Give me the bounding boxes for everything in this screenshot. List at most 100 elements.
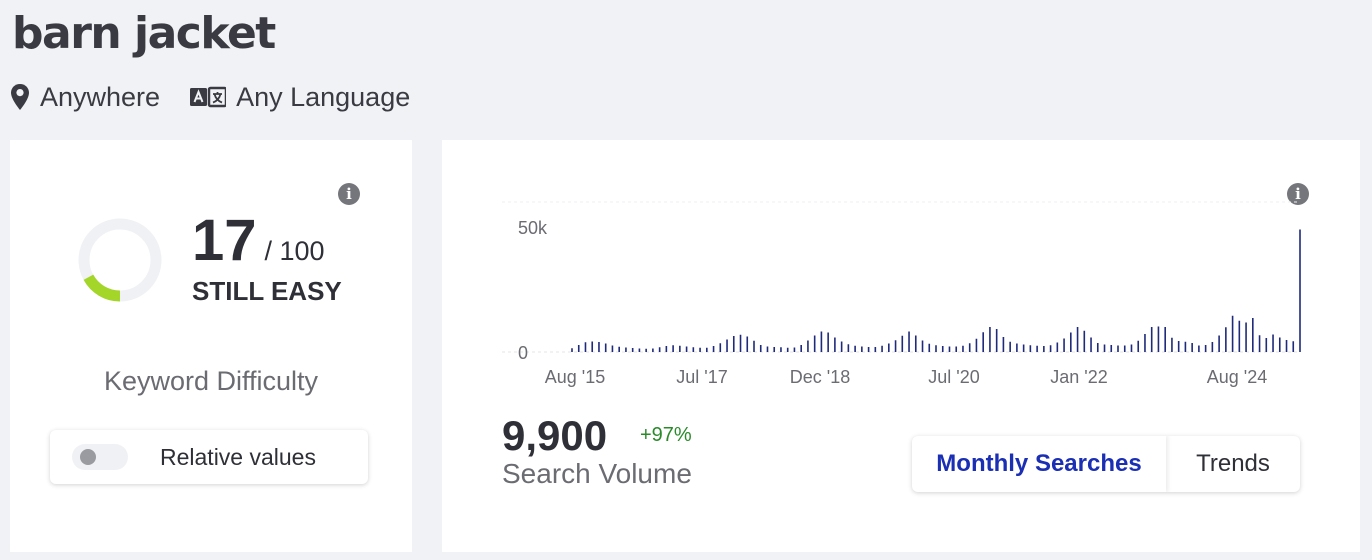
chart-bar[interactable] [820,331,823,353]
chart-bar[interactable] [631,348,634,352]
chart-bar[interactable] [591,341,594,353]
chart-bar[interactable] [989,327,991,352]
chart-bar[interactable] [914,335,917,353]
chart-bar[interactable] [1184,341,1187,352]
chart-bar[interactable] [1231,315,1234,352]
chart-bar[interactable] [854,345,856,352]
chart-bar[interactable] [1049,345,1052,352]
chart-bar[interactable] [1177,341,1180,352]
chart-bar[interactable] [1070,332,1072,353]
chart-bar[interactable] [908,331,910,353]
chart-bar[interactable] [1225,327,1227,352]
chart-bar[interactable] [1043,346,1045,352]
chart-bar[interactable] [645,348,647,352]
chart-bar[interactable] [699,347,701,352]
chart-bar[interactable] [1022,344,1025,353]
chart-bar[interactable] [604,343,607,353]
chart-bar[interactable] [1016,343,1018,353]
chart-bar[interactable] [1029,345,1032,352]
chart-bar[interactable] [780,347,782,352]
chart-bar[interactable] [827,332,829,353]
chart-bar[interactable] [786,347,789,352]
chart-bar[interactable] [1285,340,1288,352]
chart-bar[interactable] [625,347,627,353]
chart-bar[interactable] [1258,335,1261,352]
chart-bar[interactable] [1191,343,1193,352]
relative-values-toggle[interactable]: Relative values [50,430,368,484]
chart-bar[interactable] [881,345,883,352]
chart-bar[interactable] [928,343,931,352]
chart-bar[interactable] [672,345,674,352]
chart-bar[interactable] [1103,344,1106,353]
chart-bar[interactable] [995,329,998,352]
chart-bar[interactable] [1144,334,1146,352]
chart-bar[interactable] [941,346,944,352]
chart-bar[interactable] [1265,338,1268,352]
chart-bar[interactable] [955,346,958,353]
chart-bar[interactable] [1218,335,1220,353]
chart-bar[interactable] [1117,345,1119,353]
chart-bar[interactable] [847,344,850,352]
chart-bar[interactable] [1164,327,1166,352]
chart-bar[interactable] [679,345,681,352]
chart-bar[interactable] [759,345,762,352]
chart-bar[interactable] [1063,338,1065,353]
chart-bar[interactable] [692,347,695,352]
chart-bar[interactable] [894,340,897,352]
chart-bar[interactable] [982,332,984,352]
chart-bar[interactable] [1096,343,1099,352]
chart-bar[interactable] [638,348,641,353]
chart-bar[interactable] [766,346,769,353]
chart-bar[interactable] [1204,345,1207,352]
chart-bar[interactable] [719,343,722,352]
language-filter[interactable]: Any Language [190,82,410,113]
chart-bar[interactable] [773,347,776,352]
chart-bar[interactable] [975,338,978,352]
chart-bar[interactable] [598,342,600,352]
chart-bar[interactable] [732,336,735,352]
chart-bar[interactable] [1238,320,1241,352]
chart-bar[interactable] [800,345,802,352]
chart-bar[interactable] [1245,322,1247,353]
tab-monthly-searches[interactable]: Monthly Searches [912,436,1166,492]
chart-bar[interactable] [658,347,661,352]
info-icon[interactable]: i [338,183,360,205]
info-icon[interactable]: i [1287,183,1309,205]
chart-bar[interactable] [1278,337,1281,353]
chart-bar[interactable] [1137,340,1140,352]
chart-bar[interactable] [901,335,904,352]
chart-bar[interactable] [807,340,809,353]
chart-bar[interactable] [1002,337,1005,352]
chart-bar[interactable] [888,343,890,353]
chart-bar[interactable] [1009,341,1011,352]
chart-bar[interactable] [1157,326,1160,353]
chart-bar[interactable] [665,346,668,352]
chart-bar[interactable] [1211,342,1214,352]
chart-bar[interactable] [652,348,654,353]
chart-bar[interactable] [962,345,964,352]
chart-bar[interactable] [921,340,924,353]
chart-bar[interactable] [1083,330,1086,352]
tab-trends[interactable]: Trends [1196,450,1270,477]
chart-bar[interactable] [1090,337,1092,353]
chart-bar[interactable] [571,348,573,352]
chart-bar[interactable] [1252,318,1254,352]
chart-bar[interactable] [753,340,755,352]
chart-bar[interactable] [1123,345,1126,353]
chart-bar[interactable] [1150,327,1153,352]
chart-bar[interactable] [726,339,728,353]
chart-bar[interactable] [948,346,951,353]
chart-bar[interactable] [1076,327,1079,352]
chart-bar[interactable] [867,347,870,352]
chart-bar[interactable] [611,345,614,353]
chart-bar[interactable] [1110,345,1113,352]
chart-bar[interactable] [712,346,715,352]
chart-bar[interactable] [685,346,688,353]
location-filter[interactable]: Anywhere [10,82,160,113]
chart-bar[interactable] [861,346,863,353]
chart-bar[interactable] [1198,345,1200,353]
chart-bar[interactable] [1299,229,1301,353]
chart-bar[interactable] [1272,334,1274,353]
chart-bar[interactable] [874,347,877,352]
chart-bar[interactable] [935,345,937,352]
